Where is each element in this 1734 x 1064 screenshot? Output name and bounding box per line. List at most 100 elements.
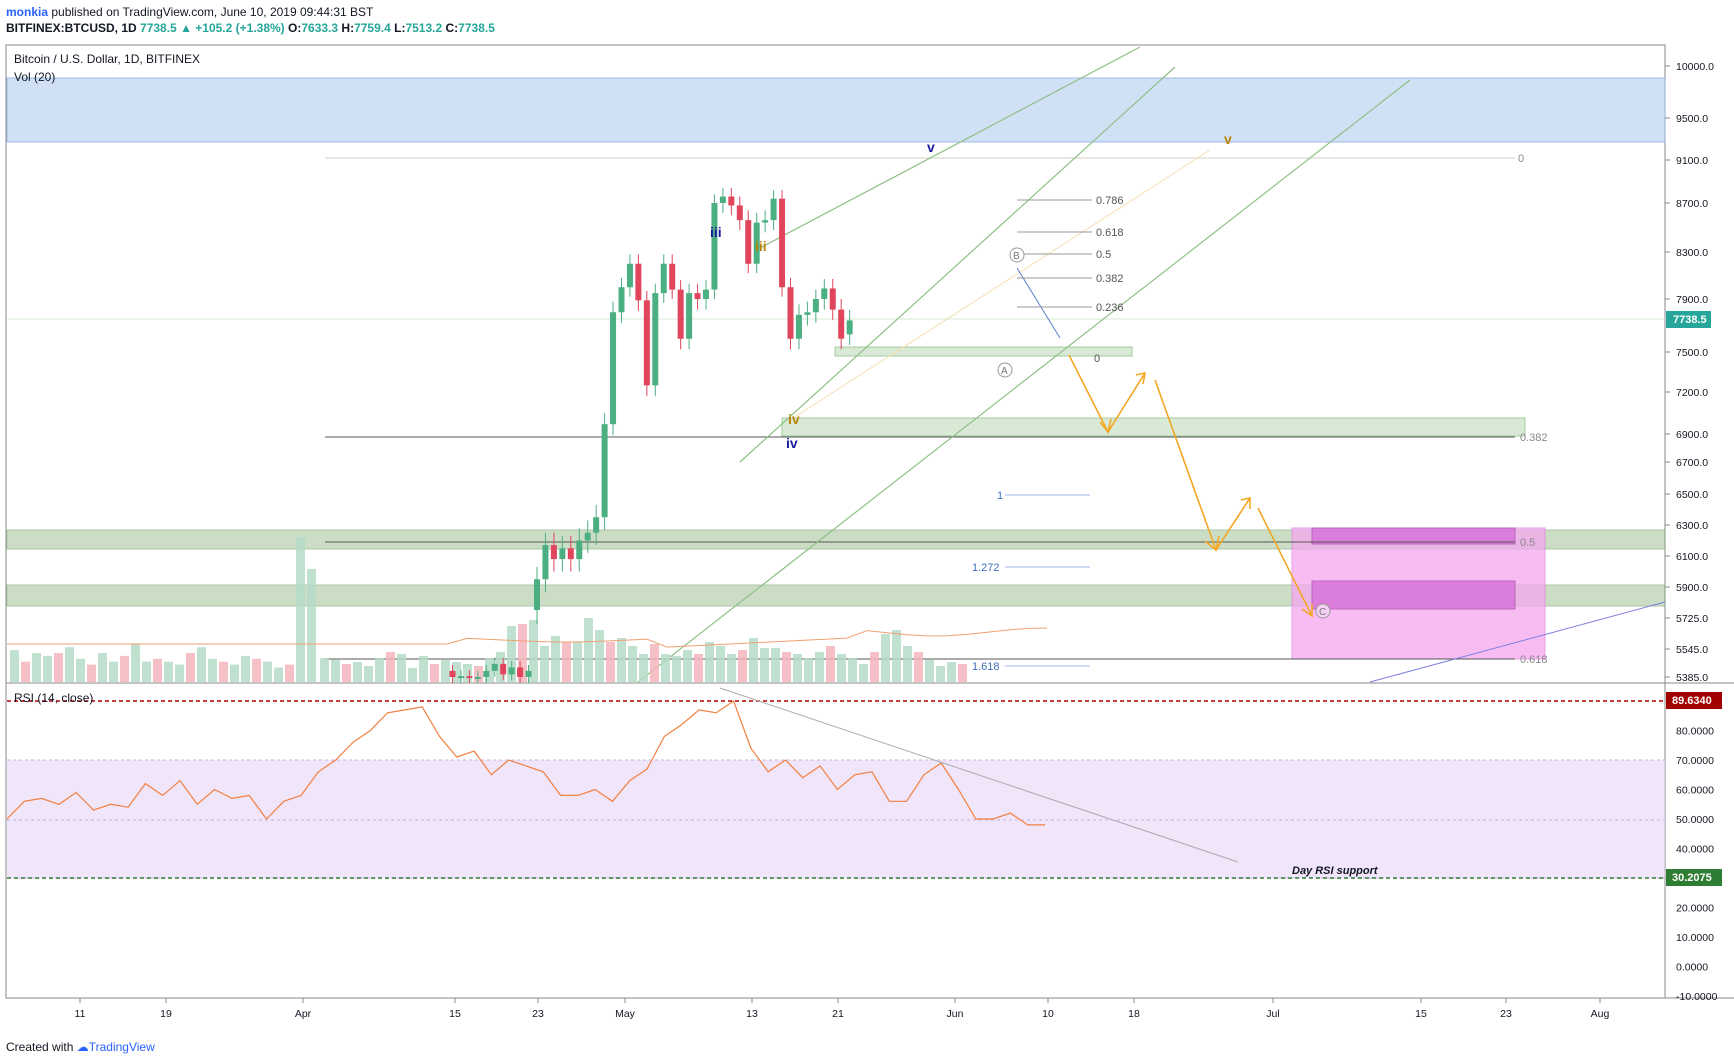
wave-c-marker[interactable]: C (1315, 603, 1331, 619)
volume-bar (419, 656, 428, 682)
candles (534, 187, 853, 625)
candle-body[interactable] (762, 220, 769, 223)
support-zone-6100[interactable] (6, 529, 1666, 550)
candle-body[interactable] (686, 293, 693, 339)
candle-body[interactable] (703, 289, 709, 299)
candle-body[interactable] (567, 548, 574, 560)
correction-trend-line[interactable] (1016, 267, 1061, 339)
candle-body[interactable] (812, 299, 819, 313)
wave-iv-orange[interactable]: iv (788, 411, 800, 427)
volume-bar (837, 654, 846, 682)
support-zone-7500[interactable] (834, 346, 1133, 357)
volume-bar (771, 648, 780, 682)
volume-bar (21, 661, 30, 682)
candle-body[interactable] (474, 677, 481, 679)
candle-body[interactable] (753, 222, 760, 264)
candle-body[interactable] (846, 320, 853, 335)
support-zone-5900[interactable] (6, 584, 1666, 607)
candle-body[interactable] (626, 263, 633, 288)
candle-body[interactable] (601, 424, 608, 518)
wave-v-projection[interactable] (789, 149, 1211, 421)
candle-body[interactable] (779, 198, 786, 288)
candle-body[interactable] (804, 312, 811, 315)
candle-body[interactable] (559, 548, 566, 560)
tradingview-icon[interactable]: ☁ (76, 1040, 89, 1054)
candle-body[interactable] (635, 263, 642, 301)
candle-body[interactable] (669, 263, 676, 290)
candle-body[interactable] (652, 293, 659, 386)
time-axis[interactable]: 11 19 Apr 15 23 May 13 21 Jun 10 18 Jul 15 23 Aug (75, 998, 1610, 1020)
price-tick-label: 6100.0 (1676, 551, 1708, 563)
price-axis[interactable]: 10000.0 9500.0 9100.0 8700.0 8300.0 7900.0 750… (1665, 61, 1714, 684)
candle-body[interactable] (542, 545, 549, 580)
target-zone-lower[interactable] (1311, 580, 1516, 610)
wave-iii-blue[interactable]: iii (710, 224, 722, 240)
candle-body[interactable] (728, 196, 735, 206)
price-tick-label: 7200.0 (1676, 387, 1708, 399)
candle-body[interactable] (736, 205, 743, 221)
channel-lower-line[interactable] (637, 79, 1411, 683)
candle-body[interactable] (795, 314, 802, 339)
tradingview-brand[interactable]: TradingView (88, 1040, 155, 1054)
candle-body[interactable] (449, 670, 456, 677)
time-tick-label: 18 (1128, 1008, 1140, 1020)
wave-v-blue[interactable]: v (927, 139, 935, 155)
candle-body[interactable] (770, 198, 777, 221)
candle-body[interactable] (525, 670, 532, 677)
long-trend-line[interactable] (1369, 601, 1666, 683)
resistance-zone[interactable] (6, 77, 1666, 143)
candle-body[interactable] (508, 667, 515, 675)
candle-body[interactable] (829, 288, 836, 310)
candle-body[interactable] (745, 220, 752, 264)
volume-bar (760, 648, 769, 682)
candle-body[interactable] (576, 540, 583, 560)
candle-body[interactable] (491, 663, 498, 671)
wave-a-marker[interactable]: A (997, 362, 1013, 378)
volume-bar (342, 664, 351, 682)
candle-body[interactable] (838, 309, 845, 339)
channel-mid-line[interactable] (739, 66, 1176, 463)
rsi-axis[interactable]: 90.000080.000070.000060.000050.000040.00… (1676, 696, 1718, 1003)
wave-b-marker[interactable]: B (1009, 247, 1025, 263)
candle-body[interactable] (821, 288, 828, 299)
fib-extension[interactable]: 1 1.272 1.618 (972, 490, 1090, 673)
candle-body[interactable] (677, 289, 684, 339)
candle-body[interactable] (550, 545, 557, 560)
target-zone-upper[interactable] (1311, 527, 1516, 545)
fib-retracement[interactable]: 0.786 0.618 0.5 0.382 0.236 0 (1017, 195, 1124, 365)
symbol-label[interactable]: BITFINEX:BTCUSD, 1D (6, 21, 137, 35)
author-link[interactable]: monkia (6, 5, 49, 19)
volume-bar (595, 630, 604, 682)
wave-v-orange[interactable]: v (1224, 131, 1232, 147)
volume-bar (186, 653, 195, 682)
wave-iv-blue[interactable]: iv (786, 435, 798, 451)
candle-body[interactable] (660, 263, 667, 294)
candle-body[interactable] (719, 196, 726, 203)
candle-body[interactable] (711, 203, 718, 290)
candle-body[interactable] (618, 287, 625, 313)
candle-body[interactable] (610, 312, 617, 425)
projected-path[interactable] (1068, 354, 1313, 618)
candle-body[interactable] (457, 676, 464, 679)
candle-body[interactable] (584, 532, 591, 541)
volume-bar (661, 654, 670, 682)
candle-body[interactable] (517, 667, 524, 677)
candles-left (449, 657, 532, 683)
candle-body[interactable] (694, 293, 701, 299)
candle-body[interactable] (466, 676, 473, 679)
fib-label-0618: 0.618 (1096, 227, 1124, 239)
candle-body[interactable] (593, 517, 600, 533)
candle-body[interactable] (643, 300, 650, 386)
footer: Created with ☁TradingView (6, 1040, 155, 1054)
candle-body[interactable] (534, 579, 540, 611)
candle-body[interactable] (787, 287, 794, 339)
channel-upper-line[interactable] (759, 46, 1141, 249)
volume-bar (43, 655, 52, 682)
rsi-trend-line[interactable] (719, 687, 1239, 863)
candle-body[interactable] (483, 670, 490, 677)
support-zone-6900[interactable] (781, 417, 1526, 437)
wave-iii-orange[interactable]: iii (755, 238, 767, 254)
candle-body[interactable] (500, 663, 507, 675)
price-tick-label: 7500.0 (1676, 347, 1708, 359)
